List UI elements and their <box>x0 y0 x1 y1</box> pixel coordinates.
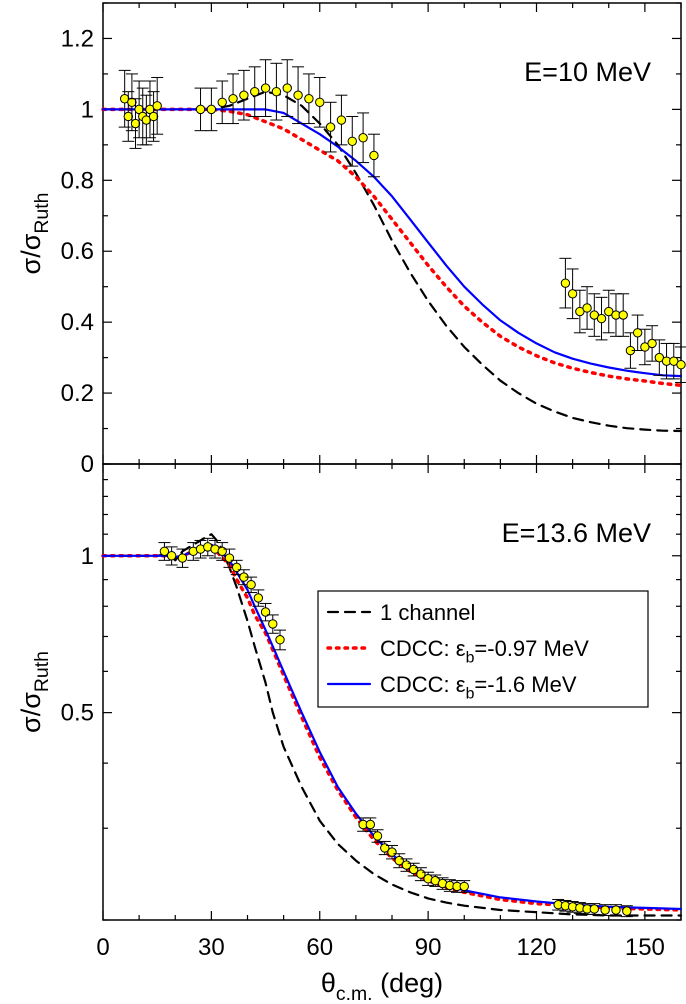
y-tick-label: 0.6 <box>61 238 94 265</box>
x-axis-label: θc.m. (deg) <box>321 968 443 1004</box>
data-point <box>159 546 170 556</box>
data-point <box>647 338 657 349</box>
x-tick-label: 150 <box>625 934 665 961</box>
data-point <box>596 313 607 324</box>
y-tick-label: 0.4 <box>61 309 94 336</box>
data-point <box>250 86 260 97</box>
x-tick-label: 120 <box>516 934 556 961</box>
data-point <box>148 111 159 122</box>
x-tick-label: 30 <box>198 934 225 961</box>
data-point <box>231 562 242 573</box>
data-point <box>611 905 621 915</box>
data-point <box>372 831 383 841</box>
data-point <box>268 619 278 629</box>
curve-one_channel <box>101 90 683 433</box>
y-axis-label-text: σ/σRuth <box>16 651 53 733</box>
legend-label-cdcc_097: CDCC: εb=-0.97 MeV <box>380 636 589 667</box>
data-point <box>304 94 314 104</box>
data-point <box>271 86 282 97</box>
data-point <box>622 906 632 916</box>
data-point <box>336 115 347 125</box>
y-axis-label: σ/σRuth <box>16 193 53 275</box>
data-point <box>152 101 162 111</box>
y-tick-label: 0.8 <box>61 167 94 194</box>
y-tick-label: 0.5 <box>61 700 94 727</box>
data-point <box>315 97 325 107</box>
curve-cdcc_16 <box>101 108 683 378</box>
panel-top: 0 0.2 0.4 0.6 0.8 1 1.2 σ/σRuth E=10 MeV <box>16 2 686 478</box>
curve-cdcc_097 <box>101 107 683 388</box>
data-point <box>177 553 188 563</box>
data-point <box>567 289 578 299</box>
data-point <box>253 593 264 603</box>
data-point <box>560 278 571 288</box>
energy-annotation: E=10 MeV <box>524 57 651 87</box>
data-point <box>246 579 256 590</box>
data-point <box>217 97 227 107</box>
data-point <box>347 136 357 147</box>
data-point <box>582 303 592 313</box>
data-point <box>123 111 133 122</box>
data-point <box>293 90 303 100</box>
data-point <box>282 83 292 93</box>
legend: 1 channel CDCC: εb=-0.97 MeV CDCC: εb=-1.6… <box>317 590 649 708</box>
legend-box <box>317 590 649 708</box>
y-axis-label: σ/σRuth <box>16 651 53 733</box>
x-tick-label: 90 <box>415 934 442 961</box>
y-tick-label: 1 <box>81 96 94 123</box>
legend-label-one_channel: 1 channel <box>380 600 475 625</box>
data-point <box>369 150 379 161</box>
data-point <box>275 635 285 645</box>
data-point <box>459 881 469 892</box>
data-point <box>618 310 628 320</box>
data-point <box>239 90 249 100</box>
data-point <box>228 94 238 104</box>
data-point <box>365 819 376 830</box>
data-point <box>260 83 271 93</box>
y-tick-label: 1 <box>81 543 94 570</box>
y-tick-label: 0.2 <box>61 380 94 407</box>
data-point <box>166 551 177 561</box>
data-point <box>127 97 137 107</box>
x-tick-label: 0 <box>96 934 109 961</box>
curve-cdcc_16 <box>101 543 683 911</box>
data-point <box>130 118 141 129</box>
data-point <box>600 905 610 915</box>
data-point <box>676 360 686 370</box>
data-point <box>217 546 227 556</box>
data-point <box>325 122 336 132</box>
data-point <box>387 847 397 857</box>
data-point <box>195 104 206 115</box>
y-tick-label: 0 <box>81 451 94 478</box>
data-point <box>224 553 235 563</box>
y-axis-label-text: σ/σRuth <box>16 193 53 275</box>
data-point <box>358 133 368 143</box>
legend-label-cdcc_16: CDCC: εb=-1.6 MeV <box>380 672 577 703</box>
energy-annotation: E=13.6 MeV <box>502 518 651 548</box>
x-tick-label: 60 <box>306 934 333 961</box>
data-point <box>632 328 643 338</box>
y-tick-label: 1.2 <box>61 25 94 52</box>
data-point <box>589 904 599 914</box>
panel-bottom: 1 0.5 0 30 60 90 120 150 σ/σRuth θc.m. (deg) E=13.… <box>16 463 683 1004</box>
data-point <box>206 104 217 115</box>
data-point <box>260 607 271 617</box>
